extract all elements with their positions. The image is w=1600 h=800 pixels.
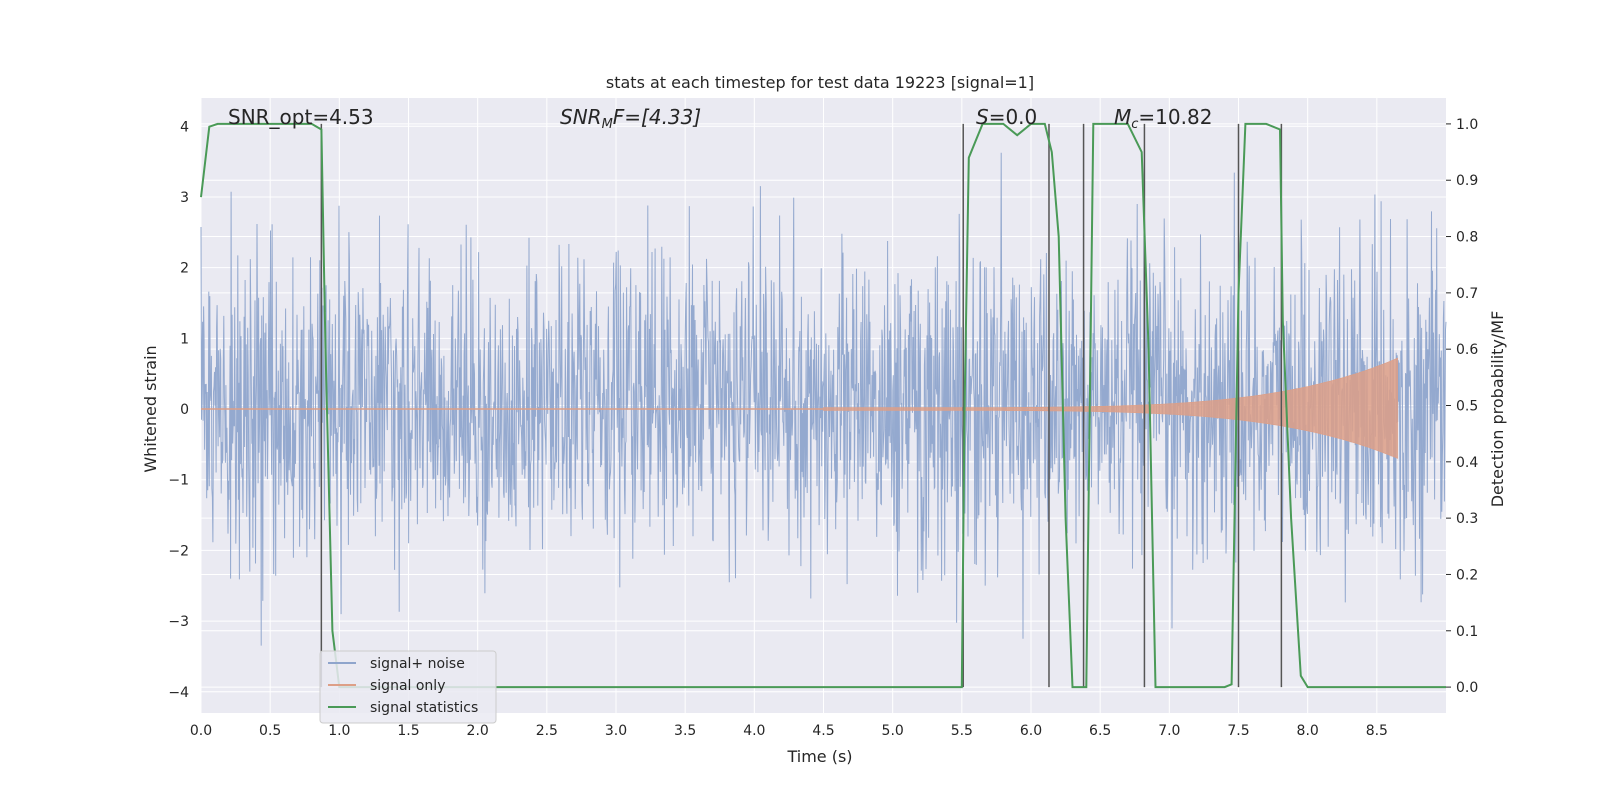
x-tick-label: 4.5 <box>812 723 834 739</box>
signal-only-series <box>201 357 1398 459</box>
x-tick-label: 8.5 <box>1366 723 1388 739</box>
x-tick-label: 6.0 <box>1020 723 1042 739</box>
annotation-mc: Mc=10.82 <box>1114 105 1212 132</box>
y-tick-label: −3 <box>168 614 189 630</box>
y-right-tick-label: 0.0 <box>1456 680 1478 696</box>
y-tick-label: 4 <box>180 119 189 135</box>
x-tick-label: 1.5 <box>397 723 419 739</box>
y-axis-right-label: Detection probability/MF <box>1488 311 1507 508</box>
y-right-tick-label: 0.8 <box>1456 230 1478 246</box>
y-right-tick-label: 0.5 <box>1456 399 1478 415</box>
x-tick-label: 4.0 <box>743 723 765 739</box>
y-right-tick-label: 1.0 <box>1456 117 1478 133</box>
y-right-tick-label: 0.9 <box>1456 173 1478 189</box>
x-tick-label: 3.0 <box>605 723 627 739</box>
x-axis-label: Time (s) <box>786 747 852 766</box>
x-tick-label: 1.0 <box>328 723 350 739</box>
x-tick-label: 0.5 <box>259 723 281 739</box>
y-axis-right-ticks: 1.0 0.9 0.8 0.7 0.6 0.5 0.4 0.3 0.2 0.1 0.0 <box>1446 117 1478 696</box>
x-tick-label: 2.5 <box>536 723 558 739</box>
y-tick-label: −1 <box>168 473 189 489</box>
y-axis-label: Whitened strain <box>141 345 160 472</box>
x-tick-label: 8.0 <box>1297 723 1319 739</box>
legend-box <box>319 650 497 724</box>
x-tick-label: 7.0 <box>1158 723 1180 739</box>
y-tick-label: 3 <box>180 190 189 206</box>
y-tick-label: 0 <box>180 402 189 418</box>
x-tick-label: 0.0 <box>190 723 212 739</box>
annotation-s: S=0.0 <box>976 105 1037 129</box>
x-tick-label: 6.5 <box>1089 723 1111 739</box>
x-tick-label: 2.0 <box>467 723 489 739</box>
legend-label-stats: signal statistics <box>370 700 478 716</box>
y-tick-label: −4 <box>168 685 189 701</box>
x-tick-label: 5.0 <box>882 723 904 739</box>
y-right-tick-label: 0.3 <box>1456 511 1478 527</box>
annotation-snr-mf: SNRMF=[4.33] <box>560 105 701 132</box>
y-right-tick-label: 0.2 <box>1456 567 1478 583</box>
y-right-tick-label: 0.7 <box>1456 286 1478 302</box>
y-tick-label: 2 <box>180 261 189 277</box>
x-axis-ticks: 0.0 0.5 1.0 1.5 2.0 2.5 3.0 3.5 4.0 4.5 5.0 5.5 6.0 6… <box>190 723 1388 739</box>
legend-label-noise: signal+ noise <box>370 656 465 672</box>
y-axis-ticks: 4 3 2 1 0 −1 −2 −3 −4 <box>168 119 189 701</box>
y-right-tick-label: 0.4 <box>1456 455 1478 471</box>
legend-label-signal: signal only <box>370 678 445 694</box>
annotation-snr-opt: SNR_opt=4.53 <box>228 105 374 129</box>
chart-title: stats at each timestep for test data 192… <box>606 73 1034 92</box>
y-right-tick-label: 0.6 <box>1456 342 1478 358</box>
x-tick-label: 5.5 <box>951 723 973 739</box>
x-tick-label: 7.5 <box>1227 723 1249 739</box>
y-tick-label: 1 <box>180 331 189 347</box>
signal-only-chirp <box>823 357 1398 459</box>
y-tick-label: −2 <box>168 543 189 559</box>
x-tick-label: 3.5 <box>674 723 696 739</box>
y-right-tick-label: 0.1 <box>1456 624 1478 640</box>
legend: signal+ noise signal only signal statist… <box>319 650 497 724</box>
